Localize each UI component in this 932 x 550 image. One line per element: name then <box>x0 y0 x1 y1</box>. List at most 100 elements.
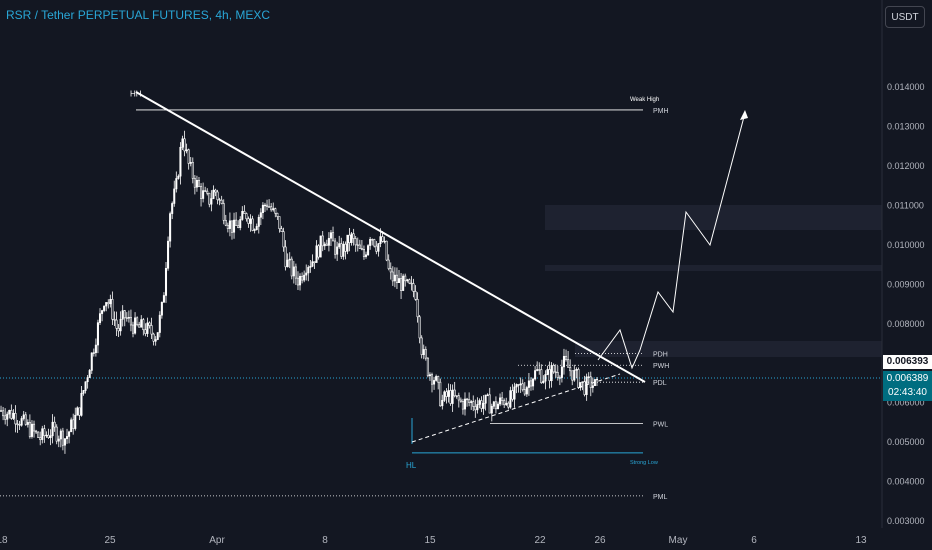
candle-body <box>420 337 423 355</box>
candle-body <box>573 369 576 381</box>
candle-body <box>113 318 116 321</box>
time-tick-label: 26 <box>594 535 606 546</box>
candle-body <box>439 381 442 407</box>
candle-body <box>445 391 448 397</box>
price-tick-label: 0.003000 <box>887 516 925 526</box>
candle-body <box>505 402 508 406</box>
candle-body <box>47 434 50 438</box>
candle-body <box>379 236 382 244</box>
candle-body <box>329 232 332 239</box>
level-label: PML <box>653 494 668 501</box>
candle-body <box>457 395 460 401</box>
candle-body <box>313 261 316 263</box>
candle-body <box>243 210 246 214</box>
candle-body <box>181 138 184 148</box>
candle-body <box>127 316 130 319</box>
candle-body <box>340 243 343 257</box>
levels: PMH PDH PWH PDL PWL PML HH Weak High HL Strong Lo… <box>0 90 669 501</box>
time-axis[interactable]: 18 25 Apr 8 15 22 26 May 6 13 <box>0 535 867 546</box>
candle-body <box>519 383 522 386</box>
candle-body <box>511 390 514 400</box>
time-tick-label: Apr <box>209 535 225 546</box>
candle-body <box>513 386 516 400</box>
candle-body <box>550 365 553 382</box>
time-tick-label: 6 <box>751 535 757 546</box>
candle-body <box>488 394 491 414</box>
candle-body <box>536 369 539 371</box>
annotation-hh: HH <box>130 90 142 99</box>
candle-body <box>28 422 31 437</box>
candle-body <box>208 192 211 205</box>
candle-body <box>263 204 266 207</box>
candle-body <box>385 240 388 261</box>
price-tick-label: 0.009000 <box>887 279 925 289</box>
candle-body <box>364 254 368 257</box>
candle-body <box>76 407 79 416</box>
candle-body <box>84 381 87 391</box>
candle-body <box>478 400 481 405</box>
ascending-trendline[interactable] <box>411 373 621 443</box>
candle-body <box>424 349 427 359</box>
candle-body <box>581 381 584 383</box>
candle-body <box>474 406 477 411</box>
candle-body <box>210 198 213 205</box>
candle-body <box>274 208 277 214</box>
candle-body <box>284 246 287 268</box>
candle-body <box>125 317 128 319</box>
projection-path[interactable] <box>597 112 746 370</box>
candle-body <box>472 401 475 407</box>
candle-body <box>391 271 394 282</box>
candle-body <box>65 436 69 440</box>
candle-body <box>552 365 555 373</box>
price-tick-label: 0.006000 <box>887 398 925 408</box>
candle-body <box>288 258 291 261</box>
candle-body <box>441 400 444 407</box>
candle-body <box>301 275 304 281</box>
candle-body <box>517 384 520 386</box>
candle-body <box>507 402 510 408</box>
candle-body <box>579 382 582 389</box>
candle-body <box>332 232 335 242</box>
candle-body <box>583 381 586 395</box>
candle-body <box>546 369 549 375</box>
price-axis[interactable]: 0.0030000.0040000.0050000.0060000.007000… <box>887 82 925 526</box>
candle-body <box>548 369 551 382</box>
candle-body <box>144 329 147 334</box>
descending-trendline[interactable] <box>135 91 646 383</box>
pdh-zone <box>575 341 882 357</box>
candle-body <box>286 259 289 268</box>
candle-body <box>294 266 297 279</box>
candle-body <box>587 376 590 378</box>
candle-body <box>482 402 485 409</box>
candle-body <box>35 430 38 433</box>
candle-body <box>437 376 440 383</box>
time-tick-label: May <box>669 535 688 546</box>
candle-body <box>492 401 495 407</box>
candle-body <box>162 295 165 303</box>
candle-body <box>348 234 351 243</box>
candle-body <box>571 370 574 381</box>
candle-body <box>426 357 429 377</box>
candle-body <box>183 138 186 152</box>
candle-body <box>39 437 42 440</box>
candle-body <box>455 395 458 397</box>
candle-body <box>402 275 405 291</box>
candle-body <box>224 219 227 226</box>
candle-body <box>453 389 456 397</box>
candle-body <box>92 352 95 354</box>
resistance-zone <box>545 205 882 230</box>
candle-body <box>305 272 308 276</box>
resistance-zone-2 <box>545 265 882 271</box>
candle-body <box>397 278 401 284</box>
candle-body <box>206 190 209 194</box>
candle-body <box>216 191 219 201</box>
candle-body <box>241 210 244 220</box>
candle-body <box>278 216 281 229</box>
currency-button[interactable]: USDT <box>885 6 925 28</box>
candle-body <box>449 390 452 404</box>
candle-body <box>527 380 530 388</box>
candle-body <box>255 226 258 230</box>
candle-body <box>4 415 7 420</box>
price-tick-label: 0.012000 <box>887 161 925 171</box>
